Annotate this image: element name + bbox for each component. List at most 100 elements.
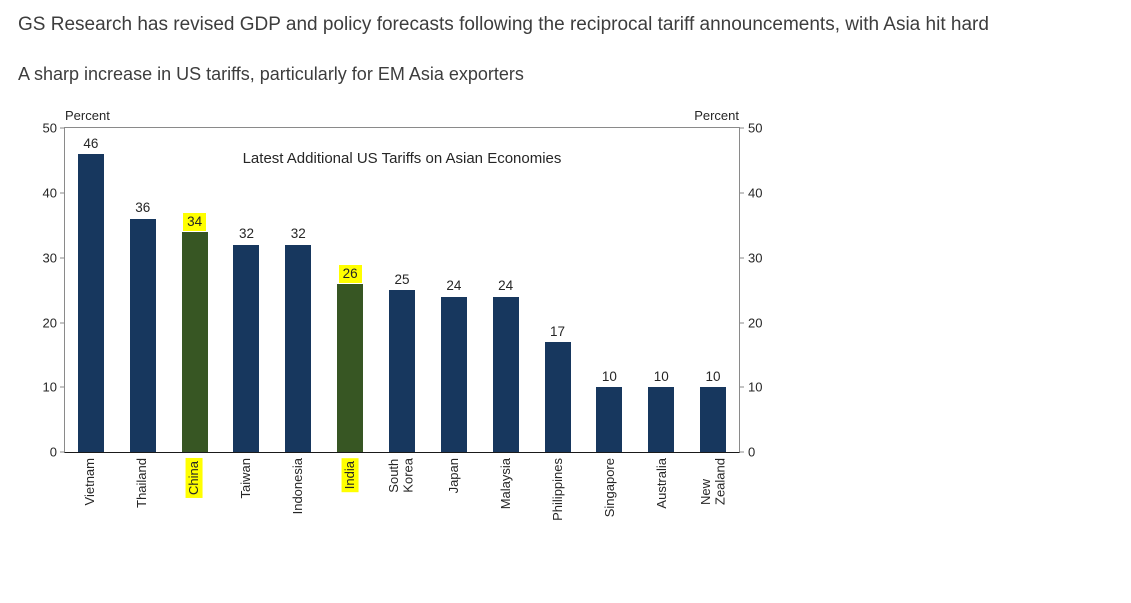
- x-label-cell-japan: Japan: [428, 458, 480, 558]
- bar-column-philippines: 17: [532, 128, 584, 453]
- tariff-bar-chart: Percent Percent Latest Additional US Tar…: [18, 108, 1113, 558]
- x-label-cell-thailand: Thailand: [116, 458, 168, 558]
- bar-column-australia: 10: [635, 128, 687, 453]
- plot-area: Percent Percent Latest Additional US Tar…: [43, 108, 763, 459]
- bar-value-label-malaysia: 24: [498, 278, 514, 294]
- page-heading: GS Research has revised GDP and policy f…: [18, 14, 989, 35]
- y-tick-mark-right-30: [739, 257, 744, 259]
- bar-australia: [648, 387, 675, 453]
- x-label-new-zealand: New Zealand: [698, 458, 728, 506]
- x-label-vietnam: Vietnam: [81, 458, 97, 506]
- y-axis-unit-right: Percent: [694, 108, 739, 124]
- y-tick-label-right-40: 40: [748, 185, 763, 201]
- bar-column-malaysia: 24: [480, 128, 532, 453]
- bar-column-indonesia: 32: [272, 128, 324, 453]
- bars-container: 46 36 34 32 32 26 25 24 24 17 10 10 10: [65, 128, 739, 453]
- y-tick-label-left-10: 10: [42, 379, 57, 395]
- bar-value-label-japan: 24: [446, 278, 462, 294]
- x-label-malaysia: Malaysia: [497, 458, 513, 510]
- y-tick-label-right-50: 50: [748, 120, 763, 136]
- y-tick-label-right-30: 30: [748, 250, 763, 266]
- bar-philippines: [544, 342, 571, 453]
- y-tick-mark-right-40: [739, 192, 744, 194]
- y-tick-label-left-40: 40: [42, 185, 57, 201]
- y-tick-label-right-10: 10: [748, 379, 763, 395]
- x-label-cell-australia: Australia: [636, 458, 688, 558]
- bar-column-china: 34: [169, 128, 221, 453]
- x-label-cell-india: India: [324, 458, 376, 558]
- bar-column-thailand: 36: [117, 128, 169, 453]
- x-label-japan: Japan: [445, 458, 461, 494]
- y-tick-label-right-20: 20: [748, 315, 763, 331]
- bar-value-label-new-zealand: 10: [705, 368, 721, 384]
- bar-column-new-zealand: 10: [687, 128, 739, 453]
- y-tick-mark-left-20: [60, 322, 65, 324]
- y-tick-label-left-50: 50: [42, 120, 57, 136]
- bar-south-korea: [388, 290, 415, 453]
- x-label-cell-new-zealand: New Zealand: [688, 458, 740, 558]
- x-label-cell-malaysia: Malaysia: [480, 458, 532, 558]
- bar-value-label-philippines: 17: [550, 323, 566, 339]
- y-tick-mark-right-10: [739, 386, 744, 388]
- bar-column-vietnam: 46: [65, 128, 117, 453]
- bar-thailand: [129, 218, 156, 453]
- x-label-cell-indonesia: Indonesia: [272, 458, 324, 558]
- bar-new-zealand: [700, 387, 727, 453]
- x-label-china: China: [185, 458, 203, 499]
- x-label-australia: Australia: [653, 458, 669, 509]
- x-label-philippines: Philippines: [549, 458, 565, 522]
- bar-value-label-india: 26: [338, 265, 362, 283]
- bar-singapore: [596, 387, 623, 453]
- y-tick-mark-right-50: [739, 127, 744, 129]
- bar-value-label-thailand: 36: [135, 200, 151, 216]
- y-tick-mark-left-10: [60, 386, 65, 388]
- x-label-cell-philippines: Philippines: [532, 458, 584, 558]
- x-axis-labels: Vietnam Thailand China Taiwan Indonesia India…: [64, 458, 740, 558]
- chart-title: Latest Additional US Tariffs on Asian Ec…: [242, 150, 562, 168]
- x-label-thailand: Thailand: [133, 458, 149, 509]
- bar-vietnam: [77, 154, 104, 453]
- x-label-singapore: Singapore: [601, 458, 617, 518]
- bar-column-japan: 24: [428, 128, 480, 453]
- y-tick-mark-left-0: [60, 451, 65, 453]
- x-label-cell-china: China: [168, 458, 220, 558]
- y-tick-label-left-30: 30: [42, 250, 57, 266]
- x-label-taiwan: Taiwan: [237, 458, 253, 499]
- y-tick-mark-left-40: [60, 192, 65, 194]
- y-axis-unit-left: Percent: [65, 108, 110, 124]
- bar-value-label-australia: 10: [653, 368, 669, 384]
- x-label-cell-taiwan: Taiwan: [220, 458, 272, 558]
- bar-value-label-indonesia: 32: [290, 226, 306, 242]
- bar-column-india: 26: [324, 128, 376, 453]
- y-tick-mark-left-30: [60, 257, 65, 259]
- x-label-cell-singapore: Singapore: [584, 458, 636, 558]
- bar-column-singapore: 10: [583, 128, 635, 453]
- y-tick-mark-left-50: [60, 127, 65, 129]
- bar-value-label-taiwan: 32: [238, 226, 254, 242]
- x-label-cell-vietnam: Vietnam: [64, 458, 116, 558]
- bar-value-label-china: 34: [183, 213, 207, 231]
- y-tick-mark-right-20: [739, 322, 744, 324]
- bar-japan: [440, 296, 467, 453]
- x-label-indonesia: Indonesia: [289, 458, 305, 515]
- bar-malaysia: [492, 296, 519, 453]
- y-tick-mark-right-0: [739, 451, 744, 453]
- y-tick-label-left-0: 0: [49, 444, 57, 460]
- plot-column: Percent Percent Latest Additional US Tar…: [43, 108, 763, 558]
- x-label-india: India: [341, 458, 359, 493]
- bar-china: [181, 231, 208, 453]
- chart-caption: A sharp increase in US tariffs, particul…: [18, 64, 524, 85]
- bar-column-south-korea: 25: [376, 128, 428, 453]
- x-label-south-korea: South Korea: [386, 458, 416, 493]
- bar-india: [337, 283, 364, 453]
- bar-value-label-vietnam: 46: [83, 135, 99, 151]
- bar-column-taiwan: 32: [221, 128, 273, 453]
- y-tick-label-right-0: 0: [748, 444, 756, 460]
- page: GS Research has revised GDP and policy f…: [18, 14, 1113, 558]
- bar-taiwan: [233, 244, 260, 453]
- bar-value-label-singapore: 10: [601, 368, 617, 384]
- y-tick-label-left-20: 20: [42, 315, 57, 331]
- bar-indonesia: [285, 244, 312, 453]
- bar-value-label-south-korea: 25: [394, 271, 410, 287]
- x-label-cell-south-korea: South Korea: [376, 458, 428, 558]
